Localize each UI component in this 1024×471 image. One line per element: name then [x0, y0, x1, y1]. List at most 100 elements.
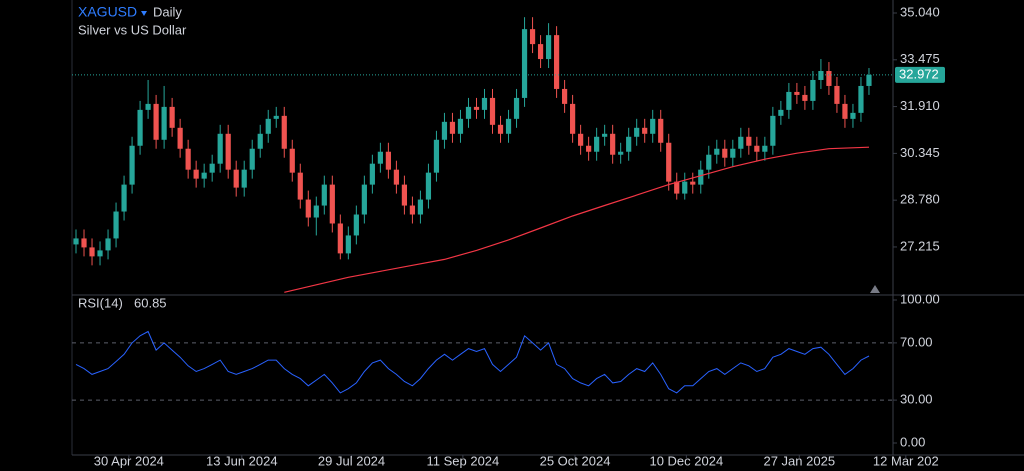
candle-body	[489, 97, 496, 125]
candle-body	[674, 181, 680, 194]
candle-body	[433, 139, 440, 173]
candle-body	[161, 106, 167, 140]
candle-body	[345, 235, 351, 254]
last-price-label: 32.972	[899, 66, 939, 81]
candle-body	[145, 103, 151, 110]
y-tick-label: 33.475	[900, 51, 940, 66]
y-tick-label: 30.345	[900, 145, 940, 160]
candle-body	[650, 118, 656, 134]
interval[interactable]: Daily	[153, 4, 182, 19]
candle-body	[321, 184, 327, 206]
candle-body	[193, 169, 199, 179]
rsi-last-value: 60.85	[134, 295, 167, 310]
symbol-dropdown-icon[interactable]	[141, 11, 147, 16]
candle-body	[441, 121, 448, 140]
candle-body	[666, 142, 672, 182]
candle-body	[129, 145, 135, 185]
candle-body	[826, 71, 832, 86]
candle-body	[137, 109, 143, 146]
x-tick-label: 13 Jun 2024	[206, 453, 278, 468]
candle-body	[706, 154, 712, 170]
candle-body	[778, 109, 784, 116]
candle-body	[185, 148, 191, 170]
candle-body	[337, 223, 343, 254]
candle-body	[209, 163, 215, 173]
candle-body	[842, 103, 848, 119]
mark-layer	[72, 17, 893, 394]
candle-body	[409, 205, 416, 215]
candle-body	[570, 103, 576, 134]
candle-body	[281, 115, 287, 149]
candle-body	[786, 91, 792, 110]
candle-body	[297, 172, 303, 200]
candle-body	[818, 71, 824, 80]
x-tick-label: 29 Jul 2024	[318, 453, 385, 468]
candle-body	[113, 211, 119, 239]
grid-layer	[72, 12, 907, 458]
x-tick-label: 30 Apr 2024	[94, 453, 164, 468]
x-tick-label: 25 Oct 2024	[540, 453, 611, 468]
candle-body	[850, 112, 856, 119]
candle-body	[169, 106, 175, 128]
candle-body	[425, 172, 432, 200]
moving-average-line	[284, 146, 870, 293]
candle-body	[273, 115, 279, 119]
candle-body	[746, 136, 752, 146]
y-tick-label: 35.040	[900, 4, 940, 19]
candle-body	[529, 29, 536, 45]
candle-body	[353, 214, 359, 236]
candle-body	[602, 133, 608, 137]
candle-body	[586, 145, 592, 152]
symbol[interactable]: XAGUSD	[78, 4, 137, 20]
candle-body	[722, 148, 728, 158]
candle-body	[401, 184, 408, 206]
candle-body	[473, 106, 480, 110]
candle-body	[642, 127, 648, 134]
candle-body	[289, 148, 295, 173]
candle-body	[537, 44, 544, 60]
candle-body	[714, 148, 720, 155]
y-tick-label: 30.00	[900, 392, 933, 407]
candle-body	[521, 29, 528, 98]
candle-body	[105, 238, 111, 251]
y-tick-label: 31.910	[900, 98, 940, 113]
candle-body	[610, 133, 616, 155]
candle-body	[377, 151, 383, 164]
subtitle: Silver vs US Dollar	[78, 22, 187, 37]
candle-body	[233, 169, 239, 188]
candle-body	[385, 151, 391, 170]
last-price-box	[895, 66, 945, 83]
candle-body	[730, 148, 736, 158]
candle-body	[545, 35, 552, 60]
candle-body	[361, 184, 367, 215]
candle-body	[682, 181, 688, 194]
rsi-title: RSI(14)	[78, 295, 123, 310]
candle-body	[738, 136, 744, 149]
candle-body	[313, 205, 319, 218]
candle-body	[417, 199, 424, 215]
candle-body	[121, 184, 127, 212]
candle-body	[265, 118, 271, 134]
candle-body	[81, 238, 87, 248]
marker-icon	[870, 285, 880, 293]
candle-body	[457, 118, 464, 134]
candle-body	[241, 169, 247, 188]
candle-body	[698, 169, 704, 185]
candle-body	[73, 238, 79, 245]
candle-body	[562, 88, 568, 104]
candle-body	[89, 247, 95, 257]
candle-body	[257, 133, 263, 149]
y-tick-label: 70.00	[900, 334, 933, 349]
candle-body	[594, 136, 600, 152]
candle-body	[393, 169, 399, 185]
candle-body	[481, 97, 488, 110]
candle-body	[810, 79, 816, 101]
candle-body	[201, 172, 207, 179]
candle-body	[866, 74, 872, 86]
x-tick-label: 11 Sep 2024	[426, 453, 499, 468]
y-tick-label: 28.780	[900, 192, 940, 207]
y-tick-label: 0.00	[900, 434, 925, 449]
